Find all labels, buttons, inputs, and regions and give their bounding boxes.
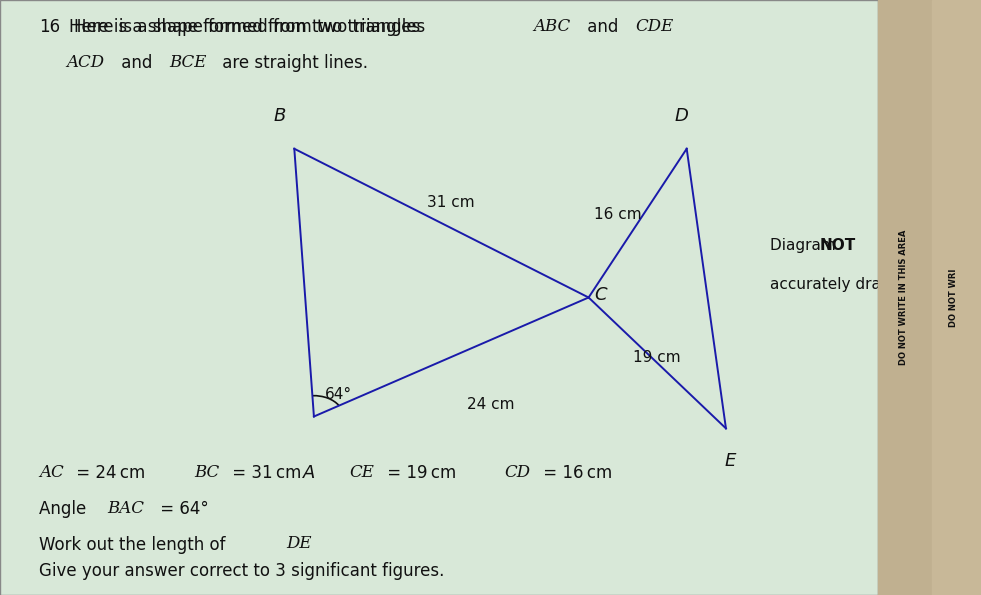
Text: accurately drawn: accurately drawn (770, 277, 904, 292)
Text: BC: BC (194, 464, 220, 481)
Text: ABC: ABC (534, 18, 571, 35)
Text: 64°: 64° (325, 387, 352, 402)
Text: 19 cm: 19 cm (634, 349, 681, 365)
Text: Diagram: Diagram (770, 238, 841, 253)
Text: = 64°: = 64° (155, 500, 209, 518)
Bar (0, 0, 878, 595)
Text: 31 cm: 31 cm (428, 195, 475, 210)
Text: Give your answer correct to 3 significant figures.: Give your answer correct to 3 significan… (39, 562, 444, 580)
Text: DE: DE (286, 536, 312, 553)
Text: Here is a shape formed from two triangles: Here is a shape formed from two triangle… (74, 18, 430, 36)
Text: and: and (582, 18, 623, 36)
Text: = 31 cm: = 31 cm (227, 464, 322, 482)
Text: CE: CE (349, 464, 375, 481)
Text: $D$: $D$ (674, 107, 690, 125)
Text: BCE: BCE (170, 54, 207, 71)
Text: = 16 cm: = 16 cm (539, 464, 613, 482)
Text: ACD: ACD (67, 54, 104, 71)
Text: $E$: $E$ (724, 452, 738, 470)
Text: DO NOT WRITE IN THIS AREA: DO NOT WRITE IN THIS AREA (899, 230, 908, 365)
Text: NOT: NOT (820, 238, 856, 253)
Text: Angle: Angle (39, 500, 92, 518)
Text: are straight lines.: are straight lines. (218, 54, 369, 71)
Text: $A$: $A$ (302, 464, 316, 482)
Text: $C$: $C$ (594, 286, 608, 303)
Text: = 19 cm: = 19 cm (382, 464, 477, 482)
Text: 24 cm: 24 cm (467, 397, 514, 412)
Text: Here is a shape formed from two triangles: Here is a shape formed from two triangle… (69, 18, 425, 36)
Text: Work out the length of: Work out the length of (39, 536, 231, 553)
Text: 16: 16 (39, 18, 61, 36)
Text: BAC: BAC (107, 500, 144, 517)
Text: CDE: CDE (636, 18, 674, 35)
Text: CD: CD (504, 464, 531, 481)
Bar (878, 0, 932, 595)
Text: $B$: $B$ (273, 107, 286, 125)
Text: = 24 cm: = 24 cm (72, 464, 167, 482)
Text: DO NOT WRI: DO NOT WRI (949, 268, 958, 327)
Text: and: and (116, 54, 157, 71)
Text: 16 cm: 16 cm (594, 206, 642, 222)
Bar (932, 0, 981, 595)
Text: AC: AC (39, 464, 64, 481)
